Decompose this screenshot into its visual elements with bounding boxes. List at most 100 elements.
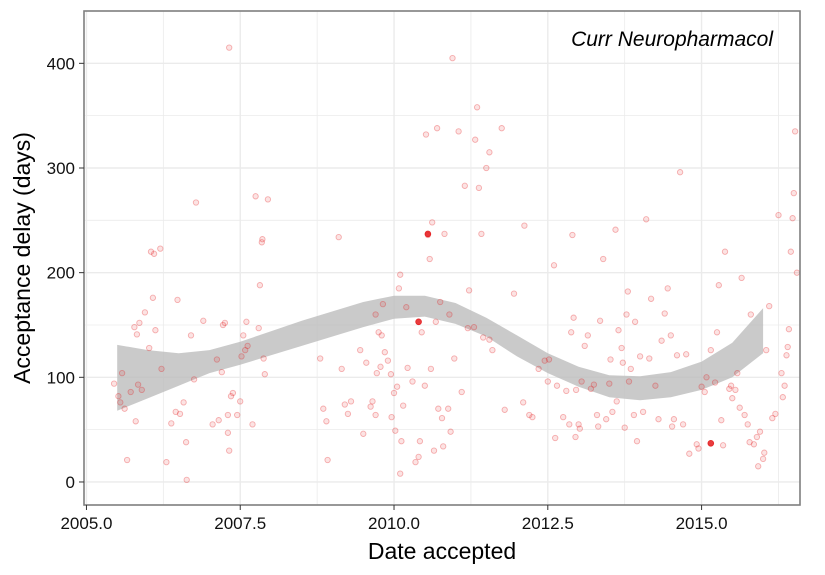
data-point <box>775 211 782 219</box>
data-point <box>625 378 633 385</box>
data-point <box>149 294 157 301</box>
data-point <box>766 302 773 310</box>
data-point <box>415 453 422 461</box>
data-point <box>381 349 388 356</box>
data-point <box>541 357 548 364</box>
data-point <box>320 405 327 412</box>
data-point <box>550 262 558 269</box>
data-point <box>473 104 481 111</box>
data-point <box>668 423 676 430</box>
data-point <box>392 427 399 434</box>
data-point <box>118 369 126 377</box>
data-point <box>529 413 536 421</box>
data-point <box>698 383 705 390</box>
data-point <box>234 411 241 419</box>
data-point <box>180 399 187 406</box>
data-point <box>763 346 770 354</box>
data-point <box>646 355 653 362</box>
data-point <box>259 236 266 243</box>
data-point <box>560 413 567 421</box>
data-point <box>568 329 575 336</box>
data-point <box>379 300 387 308</box>
y-axis-label: Acceptance delay (days) <box>9 132 35 384</box>
data-point <box>595 423 602 430</box>
data-point <box>264 196 272 203</box>
data-point <box>636 353 644 360</box>
data-point <box>789 215 796 222</box>
data-point <box>240 332 247 339</box>
data-point <box>732 386 739 394</box>
data-point <box>593 411 601 419</box>
data-point <box>446 311 453 318</box>
data-point <box>242 346 249 354</box>
data-point <box>200 317 207 324</box>
data-point <box>631 318 639 325</box>
data-point <box>152 327 159 334</box>
data-point <box>613 398 620 405</box>
data-point <box>455 128 462 135</box>
data-point <box>545 356 553 363</box>
data-point <box>693 441 700 448</box>
data-point <box>472 136 479 143</box>
data-point <box>136 319 143 327</box>
data-point <box>258 239 265 246</box>
data-point <box>478 230 485 238</box>
data-point <box>429 219 436 226</box>
data-point <box>427 365 435 373</box>
data-point <box>639 408 647 416</box>
data-point <box>783 352 790 359</box>
data-point <box>643 216 650 223</box>
data-point <box>218 368 225 376</box>
data-point <box>772 410 779 418</box>
data-point <box>486 336 493 343</box>
data-point <box>713 329 721 336</box>
data-point <box>744 421 751 428</box>
data-point <box>521 222 528 229</box>
data-point <box>719 442 727 449</box>
data-point <box>131 323 138 331</box>
data-point <box>244 342 251 350</box>
data-point <box>209 421 216 428</box>
data-point <box>138 386 145 394</box>
data-point <box>369 398 376 405</box>
data-point <box>679 421 687 428</box>
data-point <box>475 184 483 192</box>
data-point <box>703 374 710 381</box>
data-point <box>344 410 352 418</box>
data-point <box>224 429 232 436</box>
data-point <box>603 416 610 423</box>
data-point <box>395 285 403 292</box>
data-point <box>378 332 385 339</box>
data-point <box>572 386 580 394</box>
data-point <box>784 343 791 351</box>
data-point <box>213 356 221 363</box>
data-point <box>686 450 693 457</box>
data-point <box>747 311 754 318</box>
data-point <box>590 381 598 388</box>
data-point <box>123 456 131 464</box>
data-point <box>510 290 518 297</box>
data-point <box>607 356 614 363</box>
data-point <box>243 318 250 325</box>
data-point <box>658 337 665 344</box>
data-point <box>221 319 229 327</box>
data-point <box>759 455 767 463</box>
data-point <box>520 399 527 406</box>
data-point <box>623 311 630 318</box>
data-point-overlap <box>424 230 432 238</box>
data-point <box>438 414 446 422</box>
data-point <box>581 342 588 350</box>
y-tick-label: 300 <box>47 159 75 178</box>
data-point <box>572 433 579 441</box>
data-point <box>335 233 342 241</box>
data-point <box>110 380 118 387</box>
data-point <box>461 182 468 189</box>
data-point <box>670 416 678 423</box>
data-point <box>736 404 743 411</box>
data-point <box>360 430 367 437</box>
data-point <box>437 298 444 306</box>
data-point <box>600 255 607 263</box>
data-point <box>738 274 745 282</box>
y-tick-label: 200 <box>47 264 75 283</box>
data-point <box>224 411 232 419</box>
